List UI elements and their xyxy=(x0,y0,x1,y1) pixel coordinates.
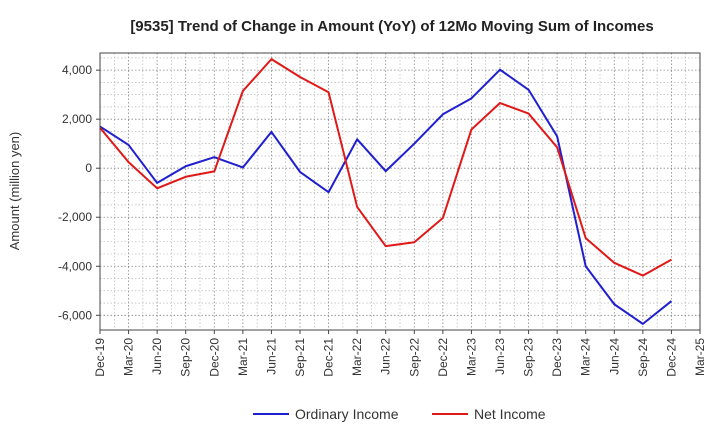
x-tick-label: Jun-21 xyxy=(264,338,278,375)
x-tick-label: Dec-22 xyxy=(436,338,450,377)
x-tick-label: Jun-24 xyxy=(607,338,621,375)
y-axis-label: Amount (million yen) xyxy=(7,132,22,251)
y-tick-label: 2,000 xyxy=(62,112,92,126)
y-tick-label: -4,000 xyxy=(58,259,92,273)
series-line-net-income xyxy=(99,58,672,277)
legend-label: Net Income xyxy=(474,406,546,422)
x-tick-label: Dec-21 xyxy=(322,338,336,377)
grid-lines xyxy=(99,53,701,330)
x-tick-label: Dec-24 xyxy=(664,338,678,377)
x-tick-label: Sep-24 xyxy=(636,338,650,377)
x-tick-label: Mar-22 xyxy=(350,338,364,376)
x-tick-label: Dec-23 xyxy=(550,338,564,377)
x-tick-label: Dec-19 xyxy=(93,338,107,377)
legend-label: Ordinary Income xyxy=(295,406,399,422)
chart-title: [9535] Trend of Change in Amount (YoY) o… xyxy=(130,18,653,35)
x-tick-label: Dec-20 xyxy=(207,338,221,377)
x-tick-labels: Dec-19 Mar-20 Jun-20 Sep-20 Dec-20 Mar-21 Jun-… xyxy=(93,330,707,377)
series-line-ordinary-income xyxy=(99,68,673,325)
y-tick-label: -6,000 xyxy=(58,308,92,322)
x-tick-label: Mar-24 xyxy=(579,338,593,376)
y-tick-labels: 4,000 2,000 0 -2,000 -4,000 -6,000 xyxy=(58,63,100,322)
y-tick-label: 0 xyxy=(85,161,92,175)
series-lines xyxy=(99,58,673,325)
y-tick-label: 4,000 xyxy=(62,63,92,77)
x-tick-label: Mar-25 xyxy=(693,338,707,376)
x-tick-label: Mar-21 xyxy=(236,338,250,376)
x-tick-label: Jun-20 xyxy=(150,338,164,375)
y-tick-label: -2,000 xyxy=(58,210,92,224)
legend: Ordinary Income Net Income xyxy=(253,406,546,422)
x-tick-label: Jun-23 xyxy=(493,338,507,375)
x-tick-label: Sep-20 xyxy=(179,338,193,377)
x-tick-label: Sep-23 xyxy=(522,338,536,377)
x-tick-label: Sep-22 xyxy=(407,338,421,377)
x-tick-label: Mar-20 xyxy=(122,338,136,376)
x-tick-label: Mar-23 xyxy=(464,338,478,376)
x-tick-label: Jun-22 xyxy=(379,338,393,375)
plot-frame xyxy=(99,52,701,331)
x-tick-label: Sep-21 xyxy=(293,338,307,377)
